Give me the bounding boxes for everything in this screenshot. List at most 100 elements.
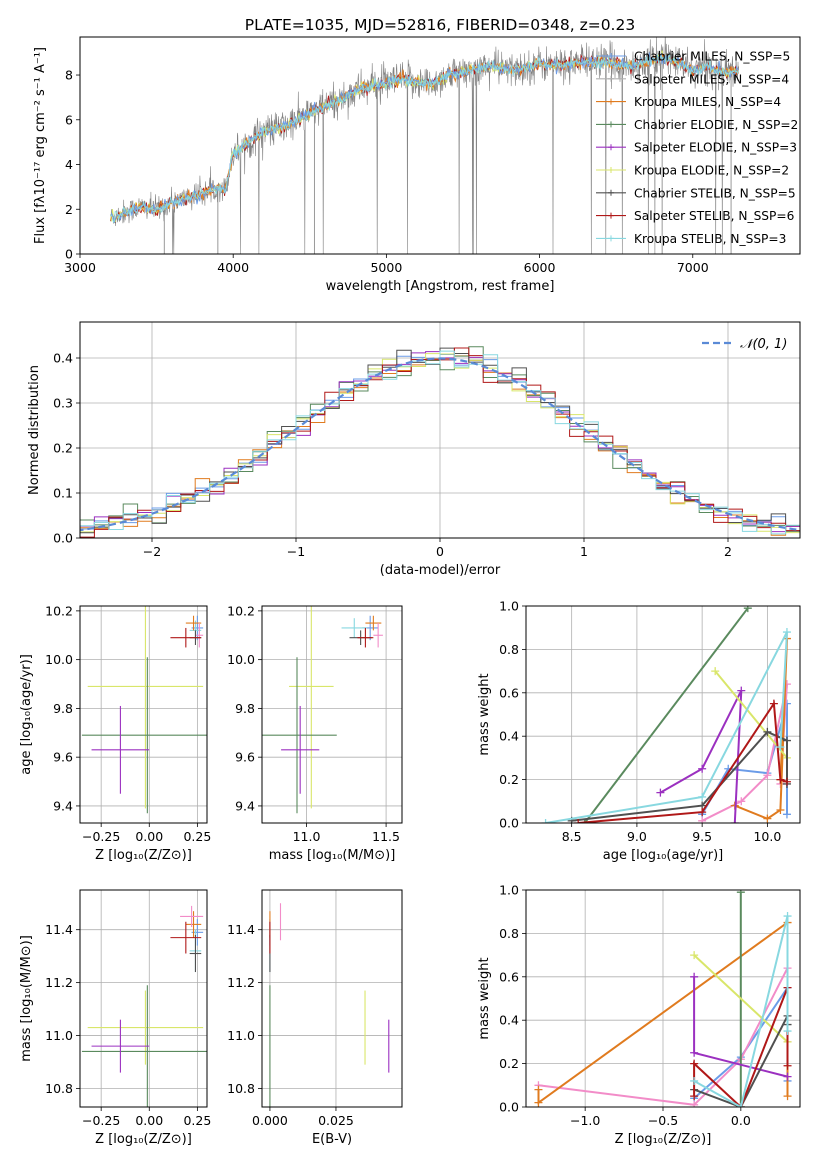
weight-point <box>690 972 699 981</box>
weight-point <box>763 771 772 780</box>
weight-point <box>698 816 707 823</box>
x-tick-label: 3000 <box>64 260 96 275</box>
y-axis-label: mass weight <box>477 957 492 1039</box>
y-tick-label: 11.0 <box>45 1028 73 1043</box>
weight-point <box>782 736 791 745</box>
x-tick-label: 9.5 <box>692 829 712 844</box>
y-tick-label: 9.4 <box>53 798 73 813</box>
y-tick-label: 0.4 <box>499 729 519 744</box>
legend-label: Kroupa MILES, N_SSP=4 <box>634 95 781 109</box>
weight-line <box>714 670 788 759</box>
y-tick-label: 9.8 <box>235 701 255 716</box>
x-tick-label: 11.5 <box>372 829 400 844</box>
axes-frame <box>79 605 208 824</box>
x-tick-label: 0.025 <box>318 1113 354 1128</box>
plot-area <box>541 606 791 823</box>
x-tick-label: 0.00 <box>135 829 163 844</box>
y-tick-label: 10.2 <box>227 603 255 618</box>
y-axis-label: age [log₁₀(age/yr)] <box>19 654 34 775</box>
y-tick-label: 8 <box>65 68 73 83</box>
weight-point <box>534 1098 543 1107</box>
legend-marker <box>608 75 614 82</box>
y-tick-label: 0.2 <box>53 441 73 456</box>
y-axis-label: Flux [fλ10⁻¹⁷ erg cm⁻² s⁻¹ A⁻¹] <box>33 47 48 244</box>
y-tick-label: 0 <box>65 247 73 262</box>
x-tick-label: 9.0 <box>627 829 647 844</box>
x-tick-label: 1 <box>580 544 588 559</box>
y-tick-label: 11.4 <box>45 922 73 937</box>
weight-line <box>583 607 749 823</box>
x-axis-label: Z [log₁₀(Z/Z⊙)] <box>95 848 192 863</box>
axes-frame <box>261 889 403 1108</box>
legend-marker <box>608 212 614 219</box>
x-axis-label: E(B-V) <box>312 1132 352 1147</box>
weight-point <box>574 819 583 823</box>
x-tick-label: −2 <box>143 544 161 559</box>
y-tick-label: 0.2 <box>499 1056 519 1071</box>
legend-label: Salpeter ELODIE, N_SSP=3 <box>634 141 797 155</box>
age-vs-mass-panel: 11.0 11.5 9.4 9.6 9.8 10.0 10.2 mass [log₁₀(M/M… <box>227 603 403 863</box>
y-tick-label: 1.0 <box>499 599 519 614</box>
x-tick-label: −0.25 <box>82 829 120 844</box>
x-tick-label: −1 <box>287 544 305 559</box>
legend-marker <box>608 144 614 151</box>
weight-point <box>698 792 707 801</box>
legend-label: 𝒩(0, 1) <box>740 337 787 352</box>
weight-point <box>783 1072 792 1081</box>
x-tick-label: 6000 <box>524 260 556 275</box>
y-axis-label: mass weight <box>477 673 492 755</box>
weight-line <box>659 690 743 823</box>
y-tick-label: 11.2 <box>45 975 73 990</box>
weight-point <box>743 606 752 613</box>
y-tick-label: 0.4 <box>53 351 73 366</box>
x-tick-label: 0.25 <box>183 1113 211 1128</box>
weight-point <box>698 808 707 817</box>
model-spectrum <box>110 53 739 224</box>
x-axis-label: age [log₁₀(age/yr)] <box>603 848 724 863</box>
y-tick-label: 2 <box>65 202 73 217</box>
x-tick-label: 5000 <box>370 260 402 275</box>
y-tick-label: 0.8 <box>499 926 519 941</box>
weight-point <box>534 1085 543 1094</box>
axes-frame <box>79 321 801 539</box>
spectrum-legend: Chabrier MILES, N_SSP=5 Salpeter MILES, N… <box>596 50 798 246</box>
spectrum-panel: 3000 4000 5000 6000 7000 0 2 4 6 8 wavelength [Ang… <box>33 36 801 294</box>
legend-label: Kroupa ELODIE, N_SSP=2 <box>634 164 789 178</box>
weight-point <box>783 1061 792 1070</box>
y-tick-label: 10.0 <box>45 652 73 667</box>
weight-point <box>737 797 746 806</box>
y-tick-label: 10.0 <box>227 652 255 667</box>
x-tick-label: −0.5 <box>648 1113 678 1128</box>
legend-marker <box>608 53 614 59</box>
weight-point <box>776 743 785 752</box>
plot-area <box>269 903 390 1107</box>
normal-curve <box>80 357 800 532</box>
legend-label: Chabrier ELODIE, N_SSP=2 <box>634 118 798 132</box>
y-tick-label: 11.0 <box>227 1028 255 1043</box>
y-tick-label: 9.8 <box>53 701 73 716</box>
x-axis-label: wavelength [Angstrom, rest frame] <box>326 279 555 294</box>
y-tick-label: 0.0 <box>499 1100 519 1115</box>
axes-frame <box>79 36 801 255</box>
plot-area <box>81 606 207 814</box>
x-tick-label: 0.0 <box>731 1113 751 1128</box>
weight-vs-age-panel: 8.5 9.0 9.5 10.0 0.0 0.2 0.4 0.6 0.8 1.0 age [log₁… <box>477 599 801 863</box>
plot-area <box>110 37 739 254</box>
weight-line <box>693 915 789 1107</box>
weight-point <box>769 699 778 708</box>
y-axis-label: mass [log₁₀(M/M⊙)] <box>19 935 34 1062</box>
weight-point <box>776 775 785 784</box>
weight-point <box>690 1059 699 1068</box>
mass-vs-metallicity-panel: −0.25 0.00 0.25 10.8 11.0 11.2 11.4 Z [log₁₀(Z/… <box>19 889 211 1147</box>
y-tick-label: 0.8 <box>499 642 519 657</box>
x-axis-label: Z [log₁₀(Z/Z⊙)] <box>615 1132 712 1147</box>
residual-histogram-panel: −2 −1 0 1 2 0.0 0.1 0.2 0.3 0.4 (data-model)/error… <box>27 321 801 578</box>
axes-frame <box>525 605 801 824</box>
x-tick-label: 0 <box>436 544 444 559</box>
legend-label: Chabrier MILES, N_SSP=5 <box>634 50 790 64</box>
legend-label: Salpeter MILES, N_SSP=4 <box>634 72 789 86</box>
weight-point <box>736 1103 745 1107</box>
y-tick-label: 0.4 <box>499 1013 519 1028</box>
weight-point <box>782 628 791 637</box>
legend-marker <box>608 189 614 196</box>
